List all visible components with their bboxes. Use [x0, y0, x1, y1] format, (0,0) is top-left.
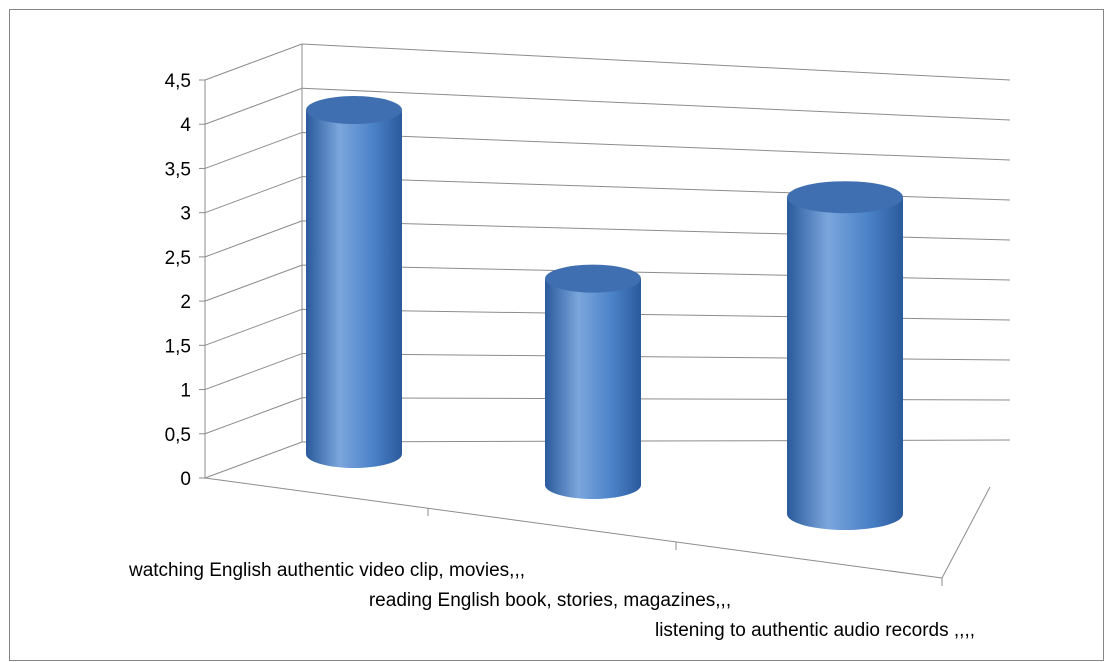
bar-cylinder: [306, 96, 402, 468]
side-gridline: [204, 87, 303, 125]
side-gridline: [204, 131, 303, 169]
side-gridline: [204, 43, 303, 81]
y-tick-label: 3,5: [165, 159, 191, 180]
bar-body: [545, 278, 641, 499]
x-axis: [427, 508, 943, 586]
y-tick-label: 3: [180, 204, 191, 225]
y-tick-label: 4,5: [165, 71, 191, 92]
side-gridline: [204, 264, 303, 302]
side-gridline: [204, 176, 303, 214]
bar-top: [306, 96, 402, 124]
side-gridline: [204, 220, 303, 258]
x-category-label: listening to authentic audio records ,,,…: [655, 620, 975, 641]
y-tick-label: 1,5: [165, 336, 191, 357]
side-gridline: [204, 397, 303, 435]
back-gridline: [301, 220, 1011, 241]
y-tick-label: 0: [180, 469, 191, 490]
floor-front-edge: [204, 477, 943, 579]
chart-walls: [204, 44, 991, 579]
bar-cylinder: [545, 264, 641, 499]
bar-body: [787, 197, 903, 530]
bar-top: [787, 181, 903, 214]
back-gridline: [301, 397, 1011, 401]
side-gridline: [204, 308, 303, 346]
side-gridline: [204, 441, 303, 479]
back-gridline: [301, 264, 1011, 281]
back-gridline: [301, 43, 1011, 81]
back-gridline: [301, 439, 1011, 443]
back-gridline: [301, 176, 1011, 201]
x-category-label: watching English authentic video clip, m…: [128, 560, 525, 581]
y-tick-label: 2,5: [165, 248, 191, 269]
bar-top: [545, 264, 641, 293]
y-tick-label: 0,5: [165, 425, 191, 446]
back-gridline: [301, 308, 1011, 321]
back-gridline: [301, 87, 1011, 121]
category-labels: watching English authentic video clip, m…: [128, 560, 975, 641]
y-tick-label: 1: [180, 381, 191, 402]
side-gridline: [204, 353, 303, 391]
x-category-label: reading English book, stories, magazines…: [369, 590, 731, 611]
bar-body: [306, 110, 402, 468]
floor-right-edge: [941, 486, 991, 579]
back-gridline: [301, 353, 1011, 361]
bar-cylinder: [787, 181, 903, 530]
y-tick-label: 2: [180, 292, 191, 313]
y-tick-label: 4: [180, 115, 191, 136]
bar-series: [306, 96, 903, 530]
back-gridline: [301, 131, 1011, 161]
y-axis: 0 0,5 1 1,5 2 2,5 3 3,5 4 4,5: [165, 71, 206, 490]
